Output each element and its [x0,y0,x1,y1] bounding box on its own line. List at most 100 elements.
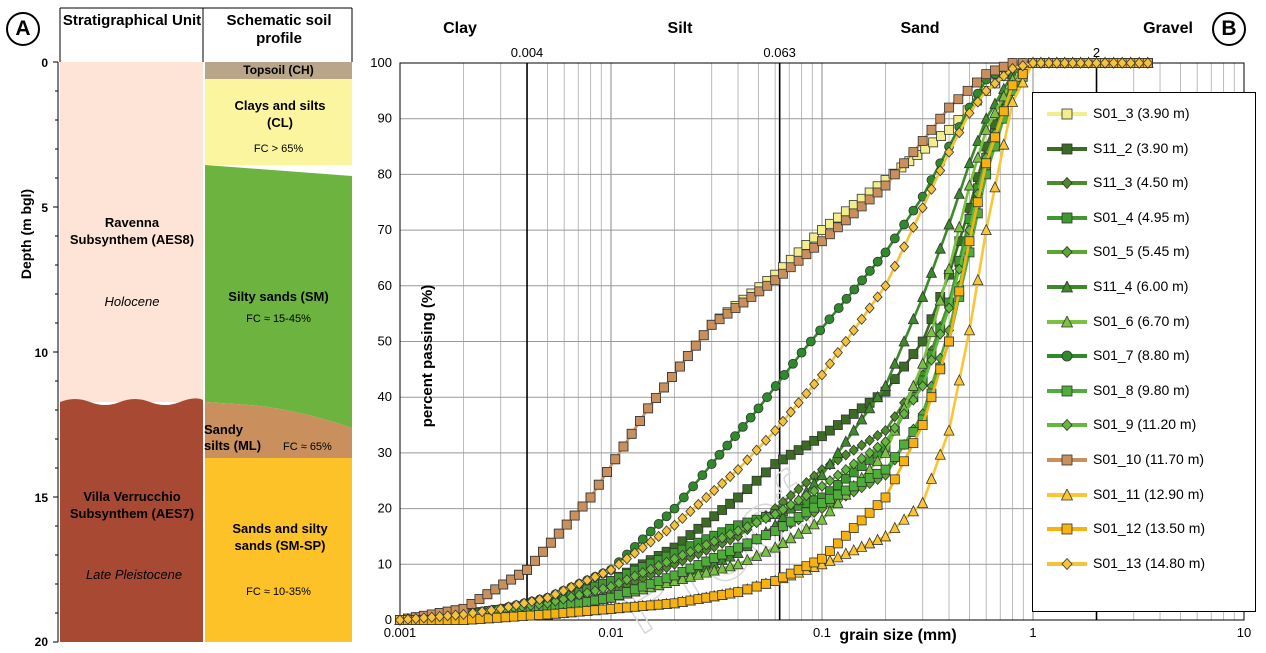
data-point [742,484,753,495]
data-point [426,611,437,623]
data-point [732,557,744,570]
data-point [706,319,717,330]
data-point [598,567,609,579]
data-point [943,146,955,158]
legend-item: S01_8 (9.80 m) [1033,374,1255,408]
data-point [848,409,859,419]
data-point [816,468,828,481]
x-tick-label: 10 [1237,625,1251,640]
y-tick-label: 20 [378,501,392,516]
data-point [824,554,836,566]
data-point [833,303,844,313]
data-point [402,613,413,625]
data-point [872,500,883,511]
data-point [1108,57,1119,69]
data-point [1117,57,1128,69]
data-point [777,503,789,516]
data-point [840,335,851,348]
data-point [899,241,910,253]
data-point [989,106,1001,119]
data-point [676,572,689,584]
data-point [708,564,720,576]
data-point [908,205,919,216]
data-point [778,268,788,279]
panel-b-grain-size-chart: 0.004 0.063 2 0 10 20 30 40 50 60 70 80 90 100 0.001 0.… [360,0,1266,653]
data-point [848,458,859,470]
data-point [593,479,604,490]
data-point [1051,57,1062,69]
data-point [863,401,876,414]
data-point [872,187,883,198]
data-point [816,557,828,570]
layer-sands-label: Sands and silty sands (SM-SP) [232,521,328,553]
data-point [467,607,478,619]
data-point [998,138,1010,150]
data-point [879,446,892,458]
data-point [598,583,609,595]
data-point [410,613,421,625]
data-point [964,236,975,247]
data-point [926,183,937,195]
data-point [701,491,712,504]
data-point [760,512,771,524]
data-point [917,202,928,214]
depth-tick-0: 0 [41,56,48,70]
data-point [458,608,469,621]
data-point [1035,57,1046,69]
legend-marker-icon [1061,281,1073,293]
data-point [561,519,572,530]
data-point [817,236,827,247]
data-point [788,358,798,369]
y-tick-label: 0 [385,612,392,627]
data-point [840,435,852,447]
data-point [574,589,585,601]
data-point [917,496,929,508]
chart-legend: S01_3 (3.90 m) S11_2 (3.90 m) S11_3 (4.50 … [1032,92,1256,612]
data-point [685,530,696,540]
legend-marker-icon [1061,419,1073,432]
data-point [645,536,656,548]
data-point [953,220,965,233]
legend-marker-icon [1061,385,1073,397]
profile-graphic [53,7,353,643]
data-point [738,297,749,308]
data-point [816,369,828,381]
legend-marker-icon [1061,177,1073,190]
legend-item: S11_2 (3.90 m) [1033,132,1255,166]
legend-item: S01_12 (13.50 m) [1033,512,1255,546]
data-point [684,570,697,582]
legend-marker-icon [1061,246,1073,259]
data-point [816,480,828,492]
data-point [889,474,900,485]
data-point [585,492,596,503]
data-point [796,347,807,358]
data-point [753,403,764,414]
data-point [542,592,553,604]
legend-item: S01_11 (12.90 m) [1033,478,1255,512]
data-point [762,280,773,291]
data-point [678,492,689,503]
layer-clays-silts-fc: FC > 65% [253,143,304,155]
y-tick-label: 40 [378,389,392,404]
data-point [590,585,601,597]
data-point [934,294,946,306]
data-point [953,94,964,105]
data-point [1075,57,1086,69]
layer-sandy-silts-fc: FC ≈ 65% [283,441,332,453]
data-point [871,454,884,467]
data-point [943,302,955,314]
data-point [602,467,612,477]
data-point [545,537,556,548]
data-point [805,336,816,347]
unit-ravenna-age: Holocene [104,294,160,309]
data-point [750,549,763,561]
data-point [1091,57,1102,69]
data-point [717,505,728,515]
data-point [651,392,661,403]
data-point [785,262,796,273]
data-point [889,422,900,434]
data-point [645,563,656,575]
data-point [793,397,804,409]
data-point [590,571,601,583]
data-point [809,242,820,253]
